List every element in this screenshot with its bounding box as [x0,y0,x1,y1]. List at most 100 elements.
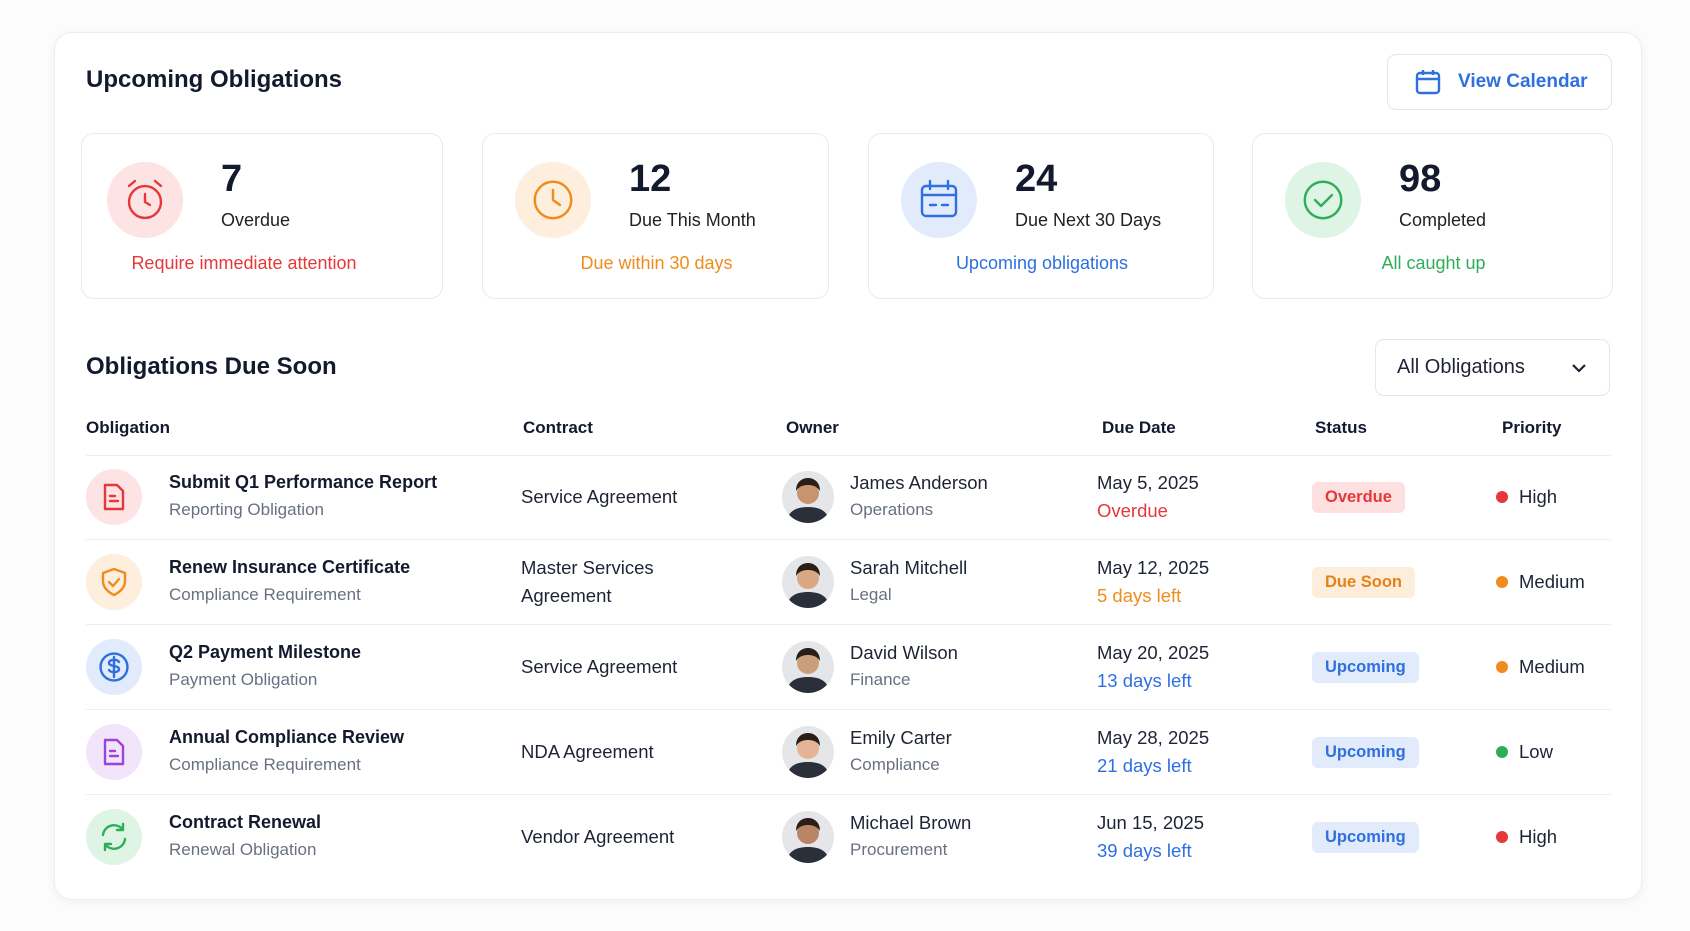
priority: High [1519,486,1558,507]
obligation-type: Compliance Requirement [169,755,361,774]
due-date: May 28, 2025 [1097,727,1210,748]
due-note: Overdue [1097,500,1168,521]
stat-label: Due Next 30 Days [1015,210,1162,230]
due-date: May 5, 2025 [1097,472,1199,493]
owner-role: Legal [850,585,892,604]
row-divider [86,794,1611,795]
owner-role: Procurement [850,840,948,859]
obligation-type: Payment Obligation [169,670,318,689]
obligation-type: Reporting Obligation [169,500,324,519]
owner-name: David Wilson [850,642,958,663]
due-note: 13 days left [1097,670,1192,691]
row-divider [86,624,1611,625]
owner-name: Sarah Mitchell [850,557,968,578]
stat-label: Overdue [221,210,291,230]
avatar [782,471,834,523]
contract: Service Agreement [521,486,678,507]
stat-icon [901,162,977,238]
owner-role: Compliance [850,755,940,774]
due-note: 39 days left [1097,840,1192,861]
filter-dropdown[interactable]: All Obligations [1375,339,1610,396]
row-divider [86,539,1611,540]
column-header: Owner [786,418,839,437]
stat-icon [107,162,183,238]
view-calendar-button[interactable]: View Calendar [1387,54,1612,110]
due-note: 21 days left [1097,755,1192,776]
avatar [782,811,834,863]
filter-label: All Obligations [1397,356,1525,378]
calendar-icon [1415,70,1441,95]
due-date: May 12, 2025 [1097,557,1210,578]
status-badge: Upcoming [1312,651,1419,683]
contract: NDA Agreement [521,741,654,762]
obligation-title: Contract Renewal [169,812,322,832]
obligation-title: Renew Insurance Certificate [169,557,411,577]
obligation-title: Annual Compliance Review [169,727,405,747]
priority-dot [1496,831,1508,843]
stat-note: All caught up [1381,253,1486,273]
contract: Master Services Agreement [521,557,654,606]
owner-name: Michael Brown [850,812,972,833]
stat-note: Upcoming obligations [955,253,1129,273]
contract: Vendor Agreement [521,826,675,847]
priority-dot [1496,746,1508,758]
header-divider [86,455,1611,456]
priority-dot [1496,491,1508,503]
stat-card: 24 Due Next 30 Days Upcoming obligations [868,133,1214,299]
status-badge: Due Soon [1312,566,1415,598]
status-badge: Upcoming [1312,821,1419,853]
stat-icon [515,162,591,238]
owner-name: James Anderson [850,472,988,493]
stat-card: 7 Overdue Require immediate attention [81,133,443,299]
page-title: Upcoming Obligations [86,66,342,93]
avatar [782,641,834,693]
status-badge: Overdue [1312,481,1405,513]
section-title: Obligations Due Soon [86,353,337,380]
due-date: Jun 15, 2025 [1097,812,1204,833]
obligation-icon [86,469,142,525]
stat-value: 7 [221,158,243,200]
stat-label: Completed [1399,210,1487,230]
avatar [782,726,834,778]
status-badge: Upcoming [1312,736,1419,768]
priority-dot [1496,576,1508,588]
obligation-icon [86,639,142,695]
column-header: Status [1315,418,1367,437]
obligation-icon [86,554,142,610]
stat-note: Require immediate attention [131,253,357,273]
contract: Service Agreement [521,656,678,677]
priority: High [1519,826,1558,847]
due-date: May 20, 2025 [1097,642,1210,663]
stat-card: 12 Due This Month Due within 30 days [482,133,829,299]
chevron [1572,363,1586,373]
owner-role: Operations [850,500,934,519]
obligation-title: Submit Q1 Performance Report [169,472,438,492]
stat-value: 98 [1399,158,1442,200]
obligation-type: Compliance Requirement [169,585,361,604]
priority: Medium [1519,571,1585,592]
avatar [782,556,834,608]
stat-value: 24 [1015,158,1058,200]
priority: Low [1519,741,1553,762]
stat-value: 12 [629,158,672,200]
stat-note: Due within 30 days [580,253,733,273]
priority: Medium [1519,656,1585,677]
due-note: 5 days left [1097,585,1182,606]
obligation-title: Q2 Payment Milestone [169,642,362,662]
stat-card: 98 Completed All caught up [1252,133,1613,299]
owner-role: Finance [850,670,911,689]
priority-dot [1496,661,1508,673]
column-header: Obligation [86,418,171,437]
button-label: View Calendar [1458,71,1588,92]
stat-icon [1285,162,1361,238]
column-header: Contract [523,418,593,437]
obligation-icon [86,724,142,780]
column-header: Priority [1502,418,1562,437]
obligation-type: Renewal Obligation [169,840,317,859]
column-header: Due Date [1102,418,1176,437]
owner-name: Emily Carter [850,727,952,748]
row-divider [86,709,1611,710]
stat-label: Due This Month [629,210,756,230]
obligation-icon [86,809,142,865]
